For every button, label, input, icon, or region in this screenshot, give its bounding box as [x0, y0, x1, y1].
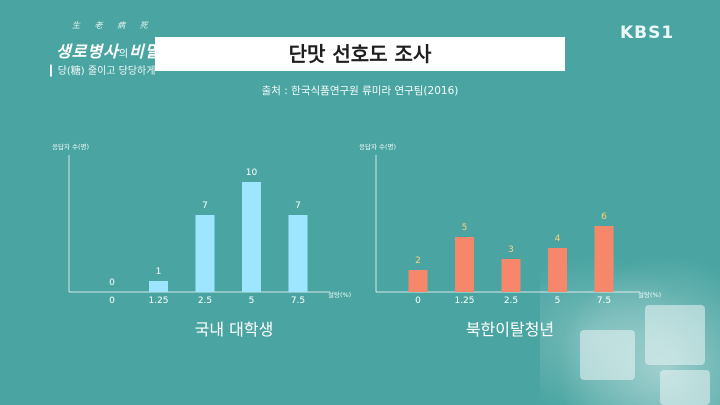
source-caption: 출처 : 한국식품연구원 류미라 연구팀(2016) — [261, 85, 459, 97]
show-subtitle: ▎당(糖) 줄이고 당당하게 삽시 — [50, 66, 160, 77]
x-tick-label: 7.5 — [291, 296, 305, 306]
data-label: 6 — [601, 212, 607, 222]
data-label: 0 — [109, 278, 115, 288]
bar — [455, 237, 474, 292]
bar — [242, 182, 261, 292]
data-label: 5 — [462, 223, 468, 233]
sugar-cube — [660, 370, 710, 405]
bar — [288, 215, 308, 292]
x-tick-label: 2.5 — [198, 296, 212, 306]
broadcaster-logo: KBS1 — [620, 23, 675, 43]
bar — [408, 270, 428, 292]
show-logo-mid: 의 — [118, 49, 130, 60]
x-axis-label: 설탕(%) — [328, 290, 351, 299]
data-label: 7 — [202, 201, 208, 211]
x-axis-label: 설탕(%) — [638, 290, 661, 299]
x-tick-label: 5 — [249, 296, 255, 306]
sugar-cube — [645, 305, 705, 365]
y-axis-label: 응답자 수(명) — [359, 142, 396, 151]
page-title: 단맛 선호도 조사 — [155, 37, 565, 71]
y-axis-label: 응답자 수(명) — [52, 142, 89, 151]
data-label: 2 — [415, 256, 421, 266]
show-logo-end: 비밀 — [129, 42, 161, 61]
data-label: 7 — [295, 201, 301, 211]
x-tick-label: 1.25 — [148, 296, 168, 306]
bar — [149, 281, 168, 292]
data-label: 3 — [508, 245, 514, 255]
bar — [195, 215, 215, 292]
x-tick-label: 2.5 — [504, 296, 518, 306]
bar — [594, 226, 614, 292]
chart-caption-left: 국내 대학생 — [194, 320, 274, 339]
sugar-background — [540, 235, 720, 405]
show-logo-main: 생로병사 — [56, 42, 119, 61]
show-logo: 生 老 病 死 생로병사의비밀 — [50, 18, 180, 68]
x-tick-label: 5 — [555, 296, 561, 306]
x-tick-label: 0 — [415, 296, 421, 306]
x-tick-label: 0 — [109, 296, 115, 306]
data-label: 4 — [555, 234, 561, 244]
chart-caption-right: 북한이탈청년 — [465, 320, 555, 339]
x-tick-label: 1.25 — [454, 296, 474, 306]
show-logo-hanja: 生 老 病 死 — [72, 21, 154, 30]
bar — [548, 248, 567, 292]
bar — [501, 259, 521, 292]
data-label: 10 — [246, 168, 258, 178]
data-label: 1 — [156, 267, 162, 277]
show-logo-title: 생로병사의비밀 — [56, 38, 161, 62]
sugar-cube — [580, 330, 635, 380]
x-tick-label: 7.5 — [597, 296, 611, 306]
